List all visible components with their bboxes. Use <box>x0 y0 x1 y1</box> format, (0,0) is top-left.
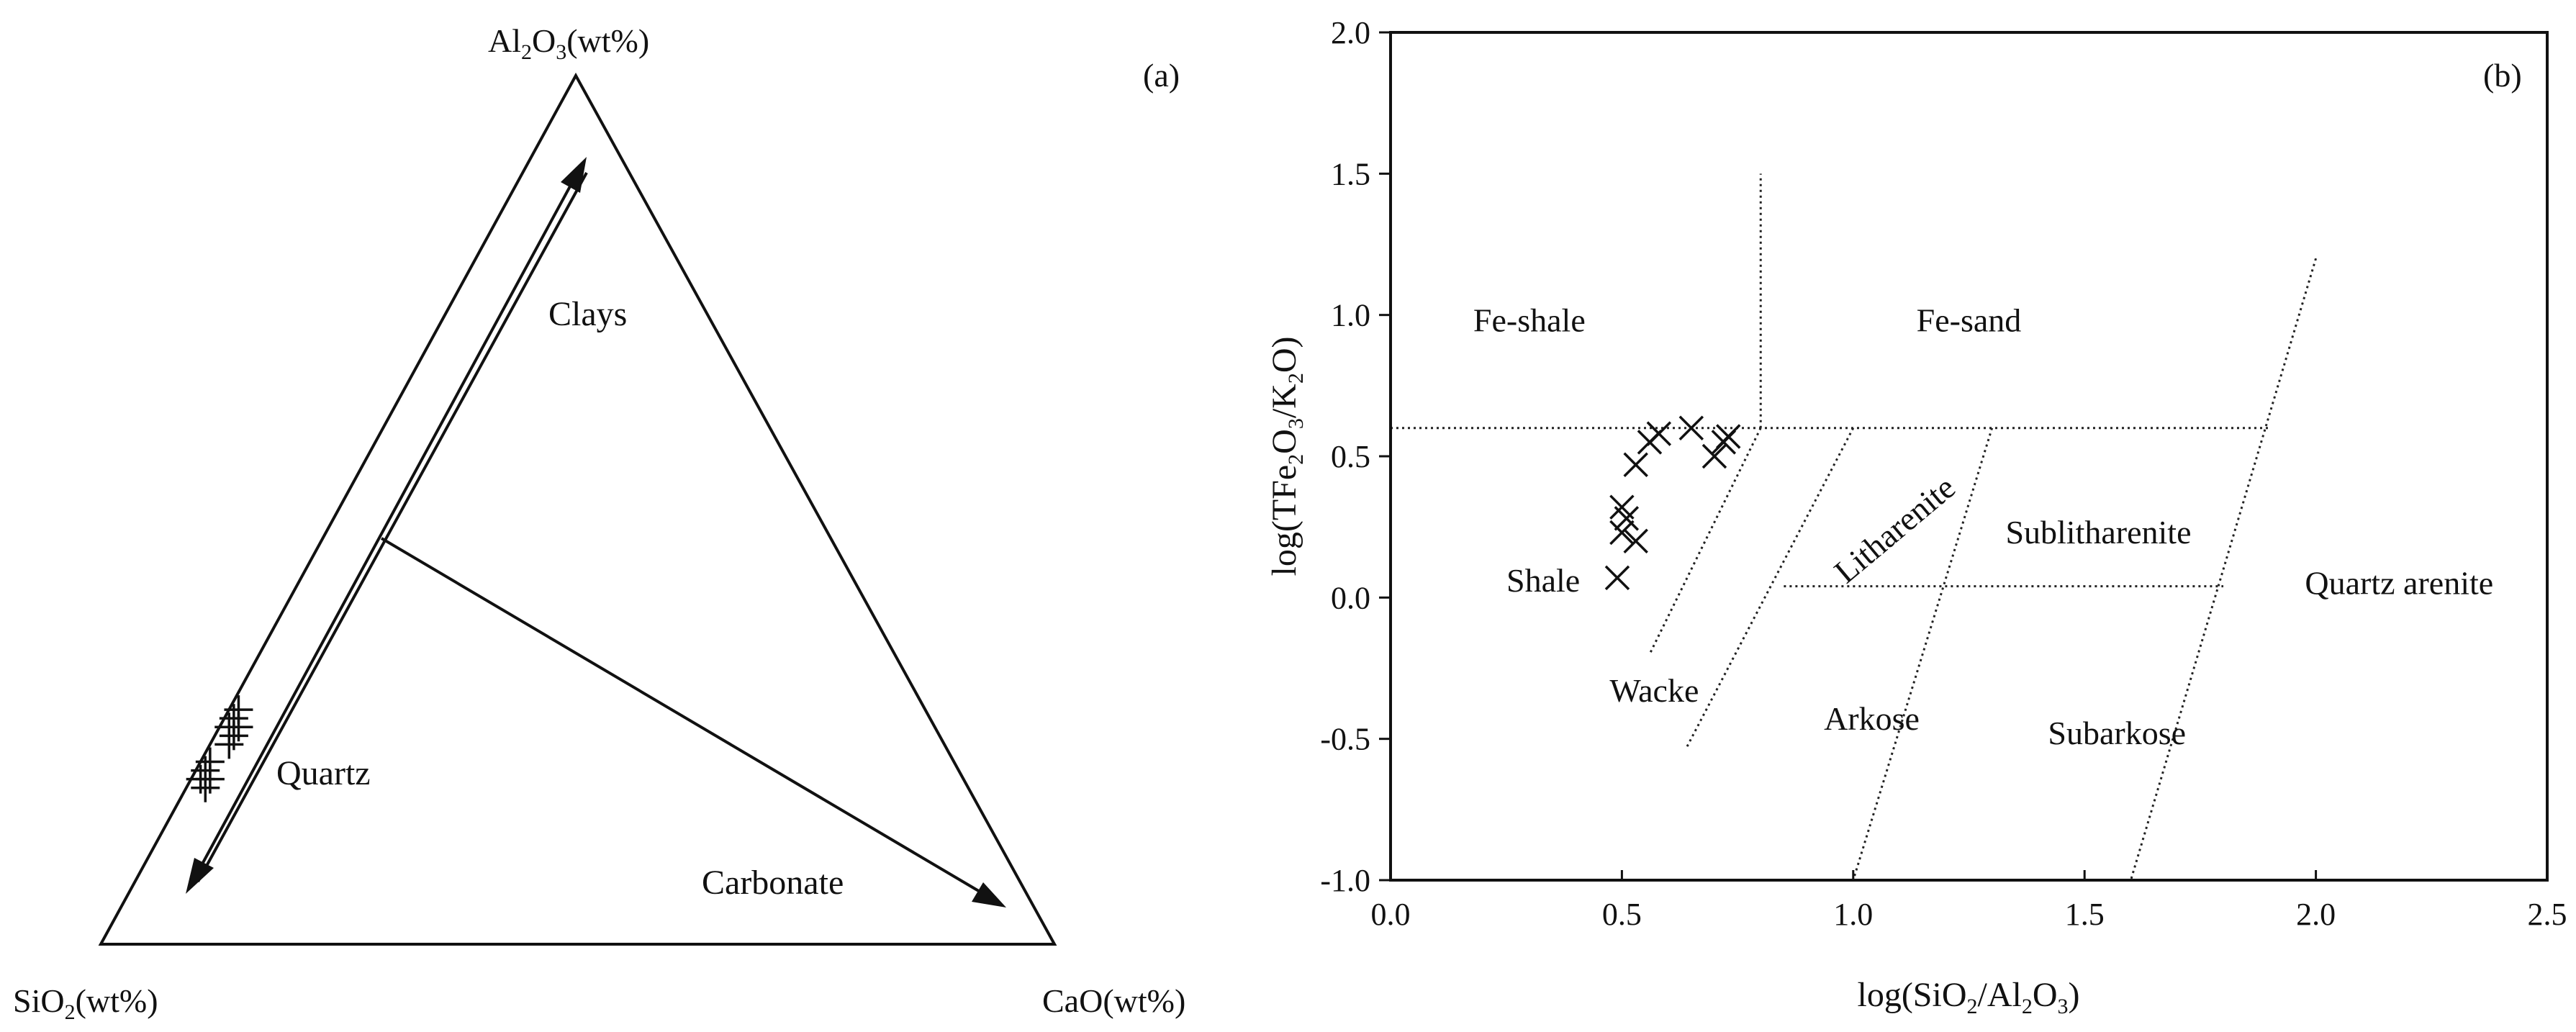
scatter-point <box>1716 424 1741 449</box>
scatter-points <box>1604 415 1741 591</box>
scatter-panel: 0.0 0.5 1.0 1.5 2.0 2.5 -1.0 -0.5 0.0 0.5 1.0 1.5 2… <box>1265 15 2567 1018</box>
ternary-point <box>219 721 248 751</box>
y-tick-label: -0.5 <box>1320 722 1370 757</box>
scatter-point <box>1609 520 1635 546</box>
region-label-quartz: Quartz <box>276 754 371 792</box>
region-label: Wacke <box>1609 672 1699 709</box>
y-tick-label: -1.0 <box>1320 863 1370 898</box>
y-axis-label: log(TFe2O3/K2O) <box>1265 337 1308 576</box>
carbonate-arrow <box>380 537 1006 907</box>
vertex-label-cao: CaO(wt%) <box>1042 982 1185 1019</box>
y-tick-label: 1.0 <box>1331 298 1370 333</box>
region-label-clays: Clays <box>548 295 627 333</box>
vertex-label-al2o3: Al2O3(wt%) <box>488 22 649 64</box>
clays-arrow <box>189 157 587 886</box>
region-label: Quartz arenite <box>2305 565 2493 602</box>
x-axis-ticks: 0.0 0.5 1.0 1.5 2.0 2.5 <box>1371 870 2567 932</box>
x-tick-label: 0.0 <box>1371 897 1411 932</box>
x-tick-label: 1.0 <box>1833 897 1873 932</box>
field-boundary-line <box>2130 258 2318 881</box>
vertex-label-sio2: SiO2(wt%) <box>13 982 158 1024</box>
scatter-point <box>1646 421 1672 446</box>
region-label: Arkose <box>1824 700 1920 737</box>
ternary-panel: Al2O3(wt%) SiO2(wt%) CaO(wt%) Clays Quar… <box>13 22 1185 1024</box>
x-tick-label: 2.0 <box>2296 897 2336 932</box>
x-tick-label: 1.5 <box>2065 897 2105 932</box>
ternary-point <box>191 773 220 802</box>
scatter-point <box>1701 443 1727 469</box>
x-tick-label: 2.5 <box>2528 897 2567 932</box>
panel-label-a: (a) <box>1143 57 1180 94</box>
x-axis-label: log(SiO2/Al2O3) <box>1857 976 2079 1018</box>
region-label: Sublitharenite <box>2005 514 2191 551</box>
y-tick-label: 1.5 <box>1331 156 1370 191</box>
y-tick-label: 0.5 <box>1331 439 1370 474</box>
region-label-carbonate: Carbonate <box>702 864 844 902</box>
region-label: Subarkose <box>2048 715 2186 751</box>
x-tick-label: 0.5 <box>1602 897 1642 932</box>
ternary-triangle <box>98 72 1057 946</box>
y-tick-label: 0.0 <box>1331 580 1370 615</box>
y-tick-label: 2.0 <box>1331 15 1370 50</box>
panel-label-b: (b) <box>2483 57 2522 94</box>
scatter-point <box>1604 565 1630 591</box>
ternary-points <box>186 695 253 802</box>
field-boundary-line <box>1852 427 1994 881</box>
plot-frame <box>1389 31 2549 882</box>
region-label: Fe-shale <box>1473 302 1586 339</box>
region-label: Shale <box>1506 562 1580 599</box>
region-label: Litharenite <box>1827 469 1962 590</box>
classification-field-lines <box>1391 173 2318 881</box>
scatter-point <box>1678 415 1704 440</box>
y-axis-ticks: -1.0 -0.5 0.0 0.5 1.0 1.5 2.0 <box>1320 15 1391 898</box>
scatter-point <box>1609 494 1635 520</box>
quartz-arrow <box>186 172 588 894</box>
region-label: Fe-sand <box>1917 302 2022 339</box>
field-boundary-line <box>1648 427 1762 655</box>
scatter-point <box>1623 528 1648 554</box>
ternary-point <box>214 730 244 759</box>
field-boundary-line <box>1686 427 1855 748</box>
scatter-point <box>1623 452 1648 478</box>
